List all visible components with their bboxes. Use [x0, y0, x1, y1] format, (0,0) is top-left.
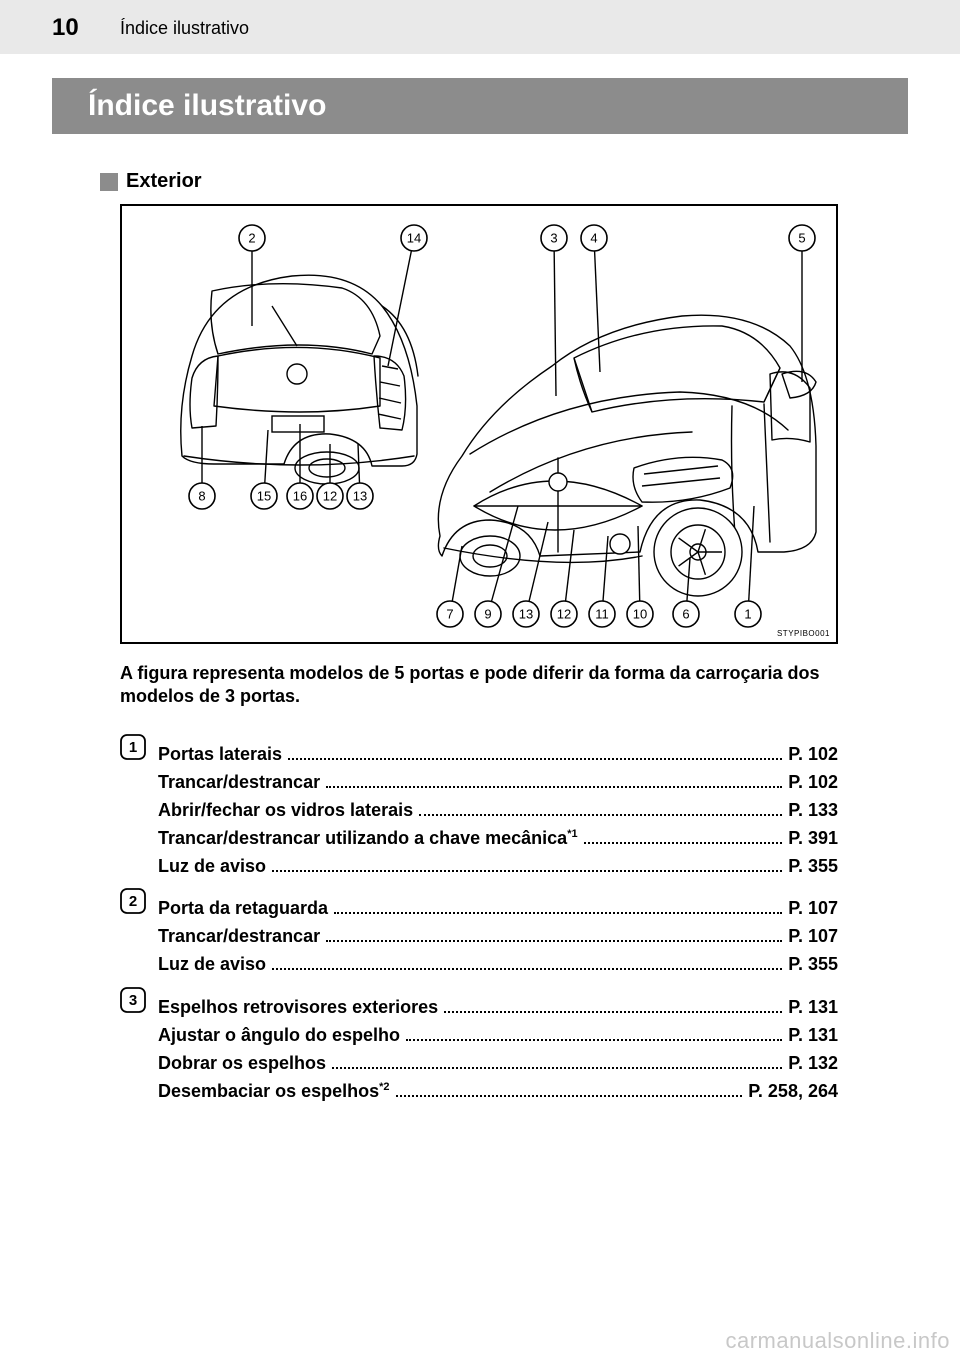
- index-label: Trancar/destrancar utilizando a chave me…: [158, 825, 578, 853]
- svg-text:15: 15: [257, 489, 271, 504]
- index-row: Abrir/fechar os vidros laterais P. 133: [120, 797, 838, 825]
- svg-text:4: 4: [590, 231, 597, 246]
- index-page-ref: P. 131: [788, 994, 838, 1022]
- index-page-ref: P. 132: [788, 1050, 838, 1078]
- index-group: 2Porta da retaguardaP. 107Trancar/destra…: [120, 888, 838, 979]
- index-row: Trancar/destrancar P. 107: [120, 923, 838, 951]
- leader-dots: [326, 940, 782, 942]
- index-page-ref: P. 107: [788, 895, 838, 923]
- svg-text:16: 16: [293, 489, 307, 504]
- index-label: Portas laterais: [158, 741, 282, 769]
- svg-text:14: 14: [407, 231, 421, 246]
- index-row: Luz de aviso P. 355: [120, 853, 838, 881]
- page-title: Índice ilustrativo: [88, 89, 326, 123]
- index-page-ref: P. 355: [788, 853, 838, 881]
- svg-text:10: 10: [633, 607, 647, 622]
- figure-reference-code: STYPIBO001: [777, 629, 830, 638]
- index-label: Dobrar os espelhos: [158, 1050, 326, 1078]
- section-header: Exterior: [100, 170, 202, 193]
- index-label: Trancar/destrancar: [158, 769, 320, 797]
- svg-text:12: 12: [323, 489, 337, 504]
- index-row: Trancar/destrancar P. 102: [120, 769, 838, 797]
- leader-dots: [444, 1011, 782, 1013]
- index-label: Espelhos retrovisores exteriores: [158, 994, 438, 1022]
- index-page-ref: P. 102: [788, 741, 838, 769]
- index-row: Dobrar os espelhos P. 132: [120, 1050, 838, 1078]
- index-row: 3 Espelhos retrovisores exteriores P. 131: [120, 987, 838, 1022]
- leader-dots: [326, 786, 782, 788]
- svg-text:1: 1: [744, 607, 751, 622]
- index-page-ref: P. 133: [788, 797, 838, 825]
- index-page-ref: P. 391: [788, 825, 838, 853]
- title-bar: Índice ilustrativo: [52, 78, 908, 134]
- leader-dots: [288, 758, 782, 760]
- index-label: Luz de aviso: [158, 853, 266, 881]
- leader-dots: [584, 842, 783, 844]
- svg-text:13: 13: [353, 489, 367, 504]
- index-row: Trancar/destrancar utilizando a chave me…: [120, 825, 838, 853]
- leader-dots: [406, 1039, 782, 1041]
- index-label: Abrir/fechar os vidros laterais: [158, 797, 413, 825]
- svg-text:6: 6: [682, 607, 689, 622]
- svg-text:2: 2: [129, 893, 137, 910]
- leader-dots: [332, 1067, 782, 1069]
- leader-dots: [396, 1095, 743, 1097]
- index-group: 1Portas lateraisP. 102Trancar/destrancar…: [120, 734, 838, 880]
- svg-text:12: 12: [557, 607, 571, 622]
- svg-text:3: 3: [550, 231, 557, 246]
- leader-dots: [334, 912, 782, 914]
- index-group: 3Espelhos retrovisores exterioresP. 131A…: [120, 987, 838, 1106]
- section-label: Exterior: [126, 170, 202, 193]
- index-marker-icon: 2: [120, 888, 148, 914]
- svg-text:13: 13: [519, 607, 533, 622]
- index-page-ref: P. 355: [788, 951, 838, 979]
- index-label: Desembaciar os espelhos*2: [158, 1078, 390, 1106]
- index-label: Trancar/destrancar: [158, 923, 320, 951]
- footnote-ref: *2: [379, 1081, 389, 1093]
- index-page-ref: P. 131: [788, 1022, 838, 1050]
- index-row: 2 Porta da retaguarda P. 107: [120, 888, 838, 923]
- index-label: Porta da retaguarda: [158, 895, 328, 923]
- leader-dots: [419, 814, 782, 816]
- svg-text:5: 5: [798, 231, 805, 246]
- breadcrumb: Índice ilustrativo: [120, 18, 249, 39]
- index-row: 1 Portas laterais P. 102: [120, 734, 838, 769]
- manual-page: 10 Índice ilustrativo Índice ilustrativo…: [0, 0, 960, 1360]
- index-row: Luz de aviso P. 355: [120, 951, 838, 979]
- svg-text:9: 9: [484, 607, 491, 622]
- svg-text:7: 7: [446, 607, 453, 622]
- index-marker-icon: 3: [120, 987, 148, 1013]
- svg-text:2: 2: [248, 231, 255, 246]
- leader-dots: [272, 870, 782, 872]
- index-marker-icon: 1: [120, 734, 148, 760]
- index-page-ref: P. 258, 264: [748, 1078, 838, 1106]
- square-bullet-icon: [100, 173, 118, 191]
- leader-dots: [272, 968, 782, 970]
- page-number: 10: [52, 14, 79, 42]
- figure-caption: A figura representa modelos de 5 portas …: [120, 662, 838, 709]
- index-label: Ajustar o ângulo do espelho: [158, 1022, 400, 1050]
- index-list: 1Portas lateraisP. 102Trancar/destrancar…: [120, 734, 838, 1114]
- car-line-art: 2 14 3 4 5 8 15 16 12 13 7 9 13 12 11 10 6 1: [122, 206, 840, 646]
- svg-text:1: 1: [129, 739, 137, 756]
- footnote-ref: *1: [567, 828, 577, 840]
- exterior-diagram: 2 14 3 4 5 8 15 16 12 13 7 9 13 12 11 10 6 1 STYPIBO001: [120, 204, 838, 644]
- watermark-text: carmanualsonline.info: [725, 1328, 950, 1354]
- index-page-ref: P. 102: [788, 769, 838, 797]
- svg-text:3: 3: [129, 992, 137, 1009]
- svg-text:11: 11: [595, 607, 609, 622]
- index-page-ref: P. 107: [788, 923, 838, 951]
- svg-text:8: 8: [198, 489, 205, 504]
- index-row: Desembaciar os espelhos*2 P. 258, 264: [120, 1078, 838, 1106]
- index-row: Ajustar o ângulo do espelho P. 131: [120, 1022, 838, 1050]
- top-band: 10 Índice ilustrativo: [0, 0, 960, 54]
- index-label: Luz de aviso: [158, 951, 266, 979]
